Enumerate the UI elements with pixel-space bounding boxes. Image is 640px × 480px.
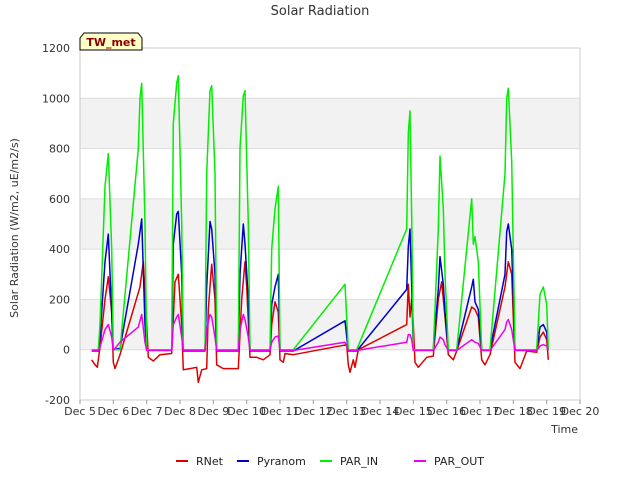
x-tick-label: Dec 9 [197, 405, 229, 418]
legend-item-par-out: PAR_OUT [414, 455, 484, 468]
x-tick-label: Dec 14 [361, 405, 400, 418]
x-tick-label: Dec 8 [164, 405, 196, 418]
legend: RNet Pyranom PAR_IN PAR_OUT [176, 455, 484, 468]
legend-item-rnet: RNet [176, 455, 224, 468]
plot-bands [80, 48, 580, 400]
legend-label: PAR_OUT [434, 455, 484, 468]
x-tick-label: Dec 19 [527, 405, 566, 418]
legend-label: Pyranom [257, 455, 306, 468]
y-tick-label: 200 [49, 293, 70, 306]
x-tick-label: Dec 5 [64, 405, 96, 418]
legend-item-par-in: PAR_IN [320, 455, 378, 468]
x-tick-label: Dec 6 [97, 405, 129, 418]
series-line-par-out [91, 313, 550, 352]
x-tick-label: Dec 7 [131, 405, 163, 418]
x-axis-title: Time [550, 423, 578, 436]
plot-band [80, 48, 580, 99]
plot-band [80, 198, 580, 250]
x-tick-label: Dec 11 [261, 405, 300, 418]
plot-band [80, 148, 580, 199]
legend-item-pyranom: Pyranom [237, 455, 306, 468]
badge-text: TW_met [86, 36, 135, 49]
y-tick-label: -200 [45, 394, 70, 407]
series-layer [91, 74, 550, 384]
badge-box [79, 32, 143, 51]
chart-title: Solar Radiation [271, 4, 370, 19]
y-tick-label: 800 [49, 143, 70, 156]
station-badge: TW_met [79, 32, 143, 51]
plot-frame [79, 47, 581, 401]
x-tick-label: Dec 12 [294, 405, 333, 418]
x-tick-label: Dec 15 [394, 405, 433, 418]
y-tick-label: 400 [49, 243, 70, 256]
plot-band [80, 98, 580, 149]
y-tick-label: 1000 [42, 92, 70, 105]
plot-band [80, 349, 580, 400]
y-tick-label: 0 [63, 344, 70, 357]
x-tick-label: Dec 16 [427, 405, 466, 418]
x-tick-label: Dec 17 [461, 405, 500, 418]
y-axis-ticks: -200 0 200 400 600 800 1000 1200 [42, 42, 70, 407]
legend-label: PAR_IN [340, 455, 378, 468]
x-tick-label: Dec 18 [494, 405, 533, 418]
x-tick-label: Dec 20 [561, 405, 600, 418]
legend-label: RNet [196, 455, 224, 468]
series-line-par-in [91, 74, 550, 351]
y-tick-label: 1200 [42, 42, 70, 55]
y-axis-title: Solar Radiation (W/m2, uE/m2/s) [8, 138, 21, 318]
y-tick-label: 600 [49, 193, 70, 206]
x-tick-label: Dec 10 [227, 405, 266, 418]
x-tick-label: Dec 13 [327, 405, 366, 418]
plot-band [80, 299, 580, 350]
